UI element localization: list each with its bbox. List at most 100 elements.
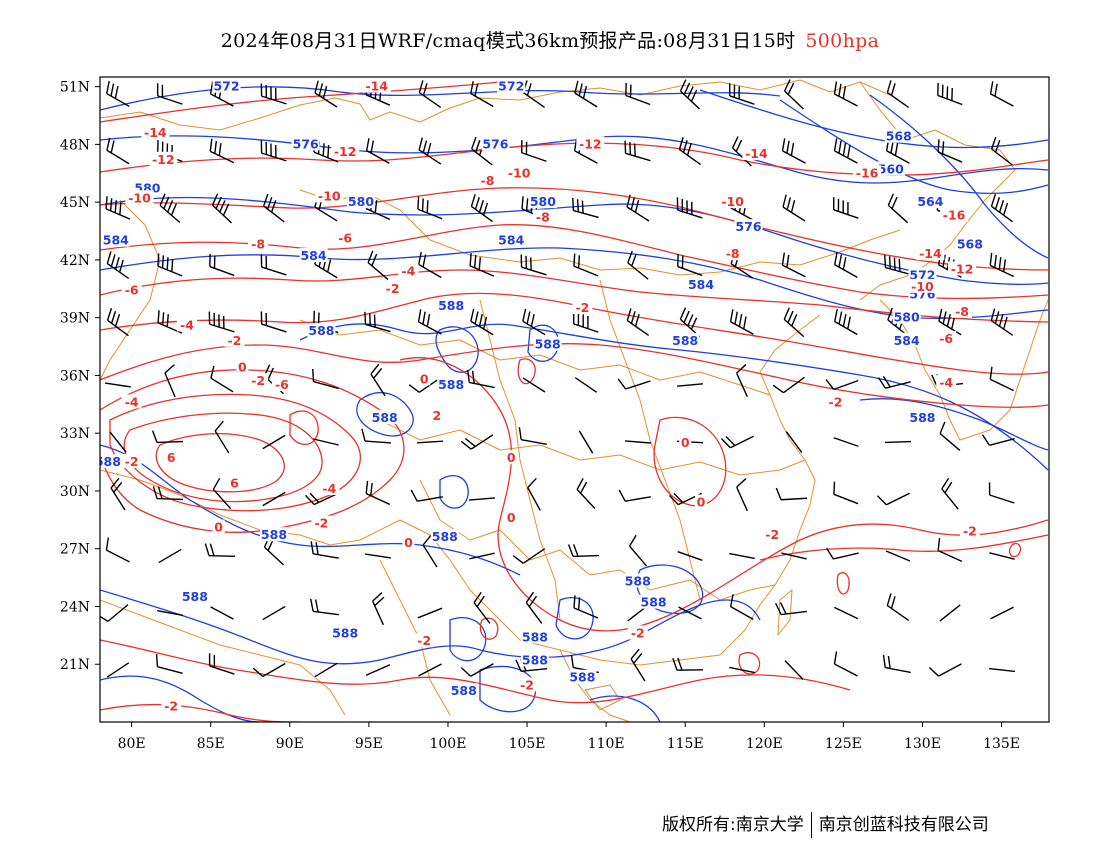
height-label: 560 [878,161,904,176]
height-label: 580 [894,310,920,325]
wind-barb [422,534,438,568]
wind-barb [834,308,858,336]
temp-label: 2 [433,408,442,423]
wind-barb [469,552,495,560]
height-label: 588 [332,625,358,640]
temp-label-bg [418,371,431,386]
temp-contour-blob-e [479,617,499,640]
height-label: 588 [641,595,667,610]
height-label-bg [101,232,130,247]
height-label: 588 [672,333,698,348]
temp-contour-minus2-east [759,534,1049,561]
temp-label: 0 [507,510,516,525]
temp-label: -8 [251,237,265,252]
temp-label: -12 [152,152,175,167]
wind-barb [262,605,286,621]
temp-contour-minus2 [100,343,1049,408]
height-label: 584 [300,248,326,263]
wind-barb [886,80,910,109]
temp-label: -8 [481,173,495,188]
height-label-bg [259,527,288,542]
temp-contour-blob-b [1008,542,1022,558]
wind-barb [460,434,494,450]
border-taiwan [777,589,793,636]
wind-barb [157,609,183,617]
height-label-bg [180,588,209,603]
height-label-bg [533,336,562,351]
wind-barb [989,252,1015,278]
temperature-labels: -14-14-12-12-10 -10-10-8-12-14-16-10-8-8-… [121,78,980,714]
temp-contour-blob-c [738,652,761,675]
wind-barb [937,537,963,563]
border-india [100,599,346,716]
wind-barb [522,308,546,336]
temp-label: -2 [386,281,400,296]
wind-barb [522,377,546,393]
wind-barb [884,440,912,444]
height-label: 588 [182,589,208,604]
wind-barb [981,434,1015,446]
wind-barb [262,491,286,507]
wind-barb [521,140,547,162]
height-label-bg [520,629,549,644]
wind-barb [720,435,754,449]
wind-barb [990,606,1014,620]
wind-barb [928,663,962,677]
temp-label: -4 [401,263,415,278]
wind-barb [365,138,390,164]
border-northern [100,79,891,131]
copyright-footer: 版权所有:南京大学 南京创蓝科技有限公司 [662,810,989,838]
temp-label: -2 [227,333,241,348]
temp-label-bg [853,165,882,180]
wind-barb [989,81,1014,107]
wind-barb [624,440,652,444]
temp-label-bg [679,434,692,449]
height-label: 568 [957,237,983,252]
wind-barb [783,307,805,338]
wind-barb [938,308,962,336]
temp-label: -10 [128,190,151,205]
wind-barb [937,82,963,106]
temp-label: 0 [420,371,429,386]
wind-barb [617,378,651,390]
wind-barb [729,666,755,674]
temp-label-bg [532,209,553,224]
wind-barb [624,140,651,162]
temp-label: 0 [697,495,706,510]
height-label: 576 [293,136,319,151]
lon-tick-label: 100E [429,736,466,752]
height-label-bg [892,309,921,324]
temp-label: -6 [275,377,289,392]
height-label-bg [916,194,945,209]
wind-barb [416,440,444,444]
wind-barb [677,551,703,561]
wind-barb [567,544,600,558]
lon-tick-label: 95E [355,736,383,752]
wind-barb [212,477,232,510]
temp-label: 0 [681,435,690,450]
temp-contour-minus4 [100,292,1049,375]
wind-barb [210,606,234,620]
height-label: 572 [909,267,935,282]
temp-label: -6 [338,231,352,246]
height-label: 580 [348,194,374,209]
temp-label: 0 [238,360,247,375]
temp-label-bg [505,165,534,180]
wind-barb [677,253,703,277]
temp-label-bg [718,194,747,209]
wind-barb [627,250,649,280]
height-label: 572 [498,79,524,94]
map-layers: 572 572 576 576 580 580 580 584 584 584 576 584 588 5… [100,78,1049,722]
temp-label-bg [248,373,269,388]
temp-label: -2 [417,633,431,648]
lon-tick-label: 105E [509,736,546,752]
wind-barb [576,478,596,509]
wind-barb [365,480,391,506]
wind-barb [783,79,804,110]
lon-tick-label: 130E [904,736,941,752]
border-inner-a [299,319,771,396]
temp-label: -4 [180,317,194,332]
temp-label: -10 [911,279,934,294]
wind-barb [470,308,494,336]
temp-label-bg [311,515,332,530]
